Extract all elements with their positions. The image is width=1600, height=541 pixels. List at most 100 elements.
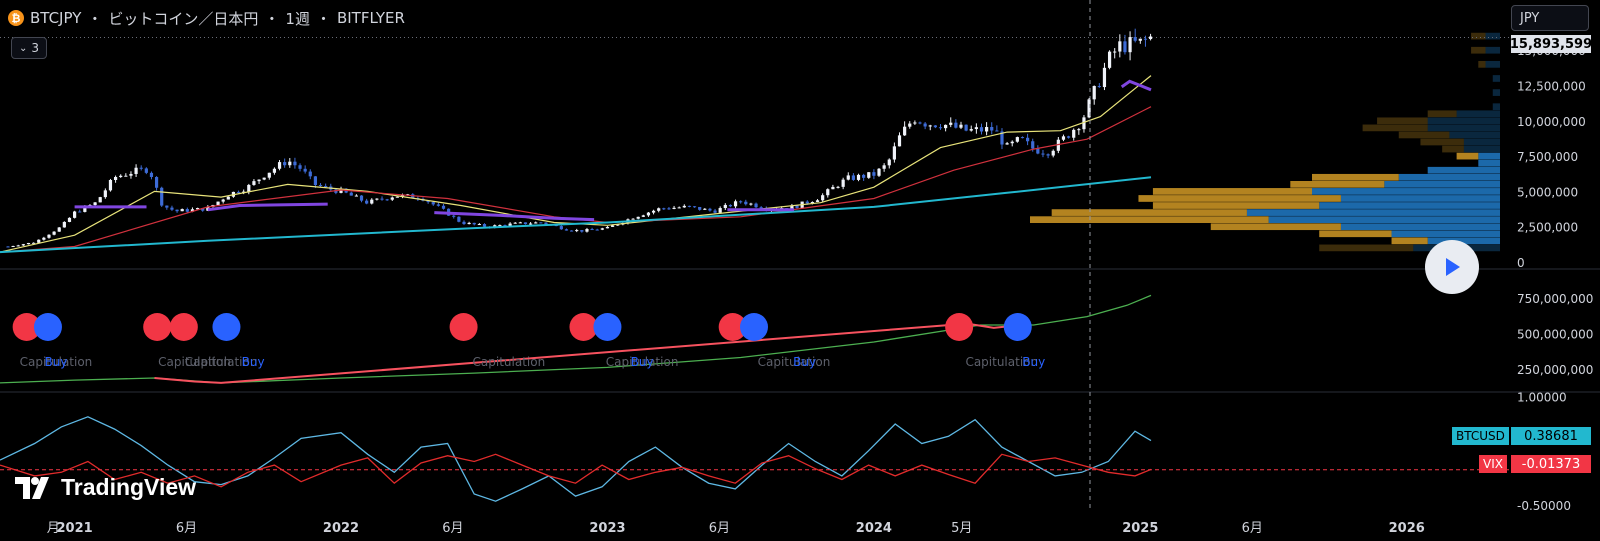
candle-body [1107,51,1112,68]
candle-body [431,202,435,205]
volume-profile-bar-up [1138,195,1341,202]
volume-profile-bar-down [1319,202,1500,209]
candle-body [139,167,143,169]
candle-body [600,228,604,230]
replay-play-button[interactable] [1425,240,1479,294]
time-axis-label: 2023 [589,521,625,536]
volume-profile-bar-down [1449,131,1500,139]
volume-profile-bar-down [1492,75,1500,82]
volume-profile-bar-down [1478,152,1500,160]
candle-body [713,210,717,213]
moving-average-line-3 [0,176,1152,254]
candle-body [67,217,72,222]
candle-body [616,224,620,226]
volume-profile-bar-down [1340,223,1500,231]
candle-body [400,194,405,197]
volume-profile-bar-up [1210,223,1341,231]
candle-body [1025,137,1030,142]
header-separator: ・ [315,9,331,28]
time-axis-label: 6月 [176,521,197,536]
candle-body [195,208,200,210]
candle-body [1015,137,1019,142]
volume-profile-bar-up [1398,131,1450,139]
candle-body [467,222,471,225]
candle-body [1148,36,1153,40]
candle-body [708,208,712,211]
symbol-header[interactable]: ₿ BTCJPY ・ ビットコイン／日本円 ・ 1週 ・ BITFLYER [8,7,405,29]
candle-body [1143,38,1148,40]
candle-body [723,204,727,209]
signal-dot-blue [1003,313,1032,341]
candle-body [841,179,845,187]
candle-body [892,146,896,160]
candle-body [759,207,763,209]
candle-body [559,226,563,230]
candle-body [503,225,507,227]
candle-body [370,199,374,204]
candle-body [498,225,502,227]
candle-body [575,230,579,232]
volume-profile-bar-up [1427,110,1457,118]
candle-body [1000,131,1004,145]
candle-body [1031,141,1035,149]
candle-body [749,203,753,205]
candle-body [821,195,825,201]
candle-body [129,173,133,176]
candle-body [677,207,681,209]
volume-profile-bar-down [1246,209,1500,216]
candle-body [580,230,584,232]
signal-label: Capitulation [758,355,831,369]
candle-body [903,126,907,136]
candle-body [938,127,943,129]
candle-body [395,196,399,198]
indicators-count: 3 [31,41,40,55]
candle-body [313,176,318,186]
series-value-btcusd: 0.38681 [1511,427,1591,445]
candle-body [1056,139,1060,151]
oscillator-axis-tick: 250,000,000 [1517,363,1593,377]
tradingview-wordmark: TradingView [61,474,197,500]
candle-body [42,237,46,240]
candle-body [390,197,394,200]
candle-body [1138,38,1142,41]
signal-label: Capitulation [158,355,231,369]
time-axis-label: 6月 [442,521,463,536]
volume-profile-bar-down [1485,61,1500,68]
candle-body [124,175,128,177]
signal-label: Buy [631,355,654,369]
moving-average-line-1 [0,75,1152,253]
currency-selector[interactable]: JPY [1511,5,1589,31]
time-axis-label: 2024 [856,521,892,536]
candle-body [913,122,917,124]
candle-body [672,207,676,209]
candle-body [513,222,517,224]
candle-body [221,199,225,202]
candle-body [882,165,886,169]
volume-profile-bar-up [1319,230,1392,238]
candle-body [113,177,118,180]
candle-body [93,202,97,205]
candle-body [324,185,328,187]
indicators-toggle-button[interactable]: ⌄ 3 [11,37,47,59]
volume-profile-bar-up [1152,202,1320,209]
candle-body [728,204,733,207]
candle-body [933,125,937,128]
candle-body [887,159,891,166]
signal-dot-red [569,313,598,341]
candle-body [83,206,87,212]
purple-trend-segment [207,202,328,212]
candle-body [457,216,461,222]
candle-body [698,206,702,210]
candle-body [375,198,379,200]
chevron-down-icon: ⌄ [18,42,28,54]
candle-body [26,242,31,245]
candle-body [303,168,307,172]
candle-body [718,208,722,213]
candle-body [605,226,610,229]
volume-profile-bar-up [1290,181,1385,188]
volume-profile-bar-up [1319,244,1414,252]
volume-profile-bar-up [1456,152,1479,160]
candle-body [201,208,205,211]
candle-body [226,196,230,200]
